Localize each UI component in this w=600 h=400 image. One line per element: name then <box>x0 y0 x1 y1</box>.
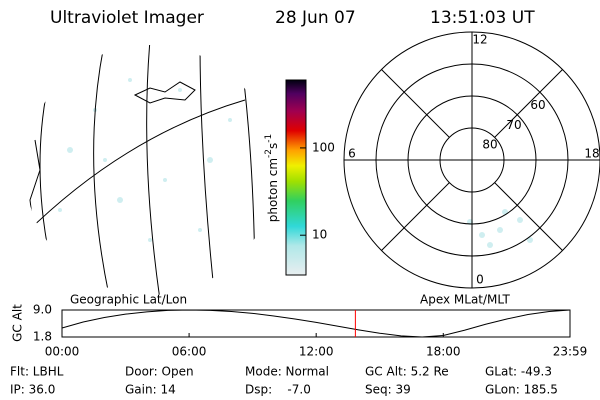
alt-ylabel: GC Alt <box>11 304 25 342</box>
status-field: IP: 36.0 <box>10 383 55 397</box>
y-tick-label: 9.0 <box>33 303 52 317</box>
aurora-pixel <box>527 237 533 243</box>
x-tick-label: 18:00 <box>426 345 461 359</box>
status-field: Flt: LBHL <box>10 365 64 379</box>
status-field: Mode: Normal <box>245 365 329 379</box>
lat-label: 70 <box>506 118 521 132</box>
map-label: Geographic Lat/Lon <box>70 293 187 307</box>
lat-ring <box>407 95 537 225</box>
mlt-label: 0 <box>476 273 484 287</box>
polar-label: Apex MLat/MLT <box>420 293 510 307</box>
title: Ultraviolet Imager <box>50 8 204 28</box>
x-tick-label: 12:00 <box>299 345 334 359</box>
lat-ring <box>375 63 569 257</box>
status-field: GLon: 185.5 <box>485 383 558 397</box>
status-field: Seq: 39 <box>365 383 411 397</box>
date: 28 Jun 07 <box>275 8 356 28</box>
lat-ring <box>439 127 505 193</box>
mlt-label: 6 <box>348 147 356 161</box>
mlt-label: 18 <box>584 147 599 161</box>
time: 13:51:03 UT <box>430 8 535 28</box>
status-field: GLat: -49.3 <box>485 365 552 379</box>
status-field: Dsp: -7.0 <box>245 383 311 397</box>
altitude-line <box>61 309 571 338</box>
colorbar <box>285 79 307 276</box>
lat-label: 80 <box>482 138 497 152</box>
polar-diagonal <box>381 69 450 138</box>
x-tick-label: 06:00 <box>172 345 207 359</box>
polar-diagonal <box>494 69 563 138</box>
alt-frame <box>61 309 571 338</box>
colorbar-tick-label: 100 <box>312 140 335 154</box>
x-tick-label: 23:59 <box>553 345 588 359</box>
polar-diagonal <box>381 182 450 251</box>
polar-diagonal <box>494 182 563 251</box>
lat-label: 60 <box>530 98 545 112</box>
status-field: Gain: 14 <box>125 383 176 397</box>
aurora-pixel <box>517 217 523 223</box>
status-field: GC Alt: 5.2 Re <box>365 365 449 379</box>
aurora-pixel <box>479 232 485 238</box>
colorbar-tick-label: 10 <box>312 228 327 242</box>
aurora-pixel <box>487 242 493 248</box>
colorbar-label: photon cm-2s-1 <box>264 134 280 223</box>
mlt-label: 12 <box>472 33 487 47</box>
aurora-pixel <box>497 227 503 233</box>
y-tick-label: 1.8 <box>33 330 52 344</box>
map <box>25 45 256 295</box>
status-field: Door: Open <box>125 365 194 379</box>
x-tick-label: 00:00 <box>45 345 80 359</box>
